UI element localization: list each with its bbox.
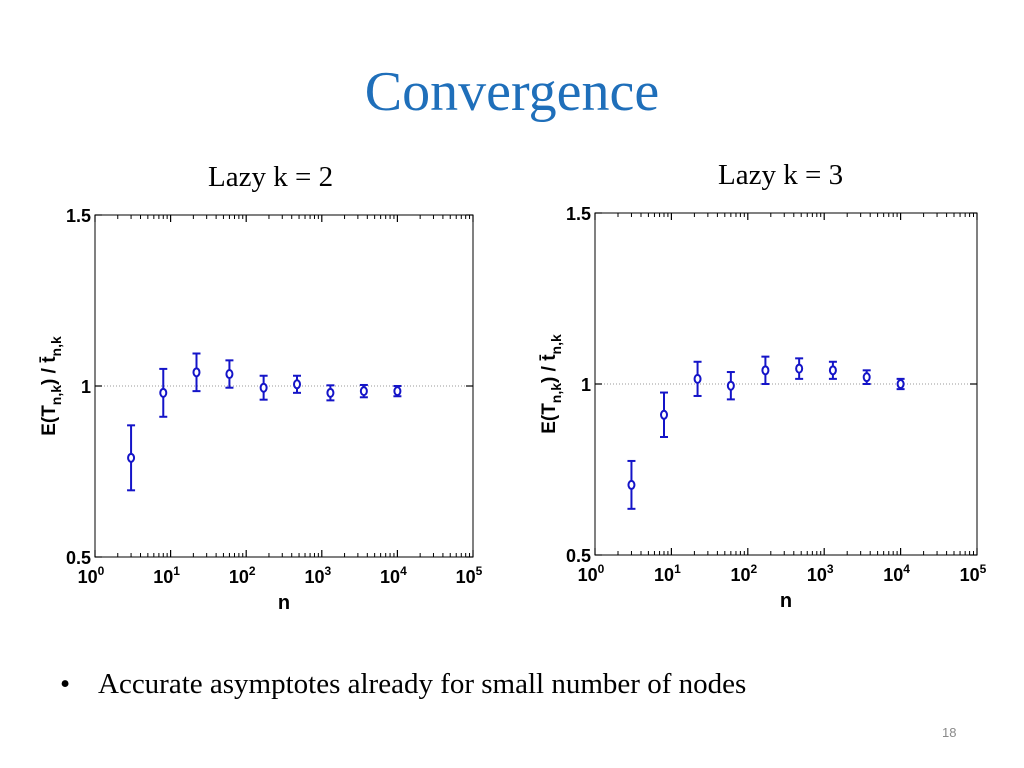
- k3-y-tick-label: 0.5: [566, 546, 591, 566]
- k2-x-axis-label: n: [278, 592, 290, 614]
- k2-data-point: [326, 387, 335, 398]
- k2-x-tick-label: 101: [153, 564, 180, 587]
- k2-data-point: [192, 367, 201, 378]
- k3-x-tick-label: 104: [883, 562, 910, 585]
- k2-data-point: [259, 382, 268, 393]
- k3-data-point: [862, 372, 871, 383]
- k2-y-tick-label: 1.5: [66, 206, 91, 226]
- bullet-item: • Accurate asymptotes already for small n…: [60, 668, 746, 701]
- k3-data-point: [693, 373, 702, 384]
- k2-data-point: [359, 386, 368, 397]
- k3-data-point: [828, 365, 837, 376]
- slide-title: Convergence: [364, 61, 660, 123]
- k2-data-point: [159, 387, 168, 398]
- page-number: 18: [942, 725, 957, 740]
- k2-x-tick-label: 104: [380, 564, 407, 587]
- k3-data-point: [896, 379, 905, 389]
- k2-x-tick-label: 102: [229, 564, 256, 587]
- k3-x-tick-label: 105: [960, 562, 987, 585]
- k3-data-point: [627, 479, 636, 490]
- bullet-icon: •: [60, 668, 71, 700]
- k2-x-tick-label: 103: [304, 564, 331, 587]
- bullet-text: Accurate asymptotes already for small nu…: [98, 668, 747, 700]
- k3-x-axis-label: n: [780, 590, 792, 612]
- chart-title-k3: Lazy k = 3: [718, 159, 844, 191]
- k3-y-tick-label: 1.5: [566, 204, 591, 224]
- k2-data-point: [293, 379, 302, 390]
- k2-data-point: [127, 452, 136, 463]
- k2-x-tick-label: 100: [78, 564, 105, 587]
- k3-x-tick-label: 100: [578, 562, 605, 585]
- k3-x-tick-label: 101: [654, 562, 681, 585]
- k2-data-point: [393, 386, 402, 397]
- k2-y-axis-label: E(Tn,k) / t̄n,k: [39, 336, 64, 436]
- k3-x-tick-label: 103: [807, 562, 834, 585]
- chart-title-k2: Lazy k = 2: [208, 161, 334, 193]
- k3-y-axis-label: E(Tn,k) / t̄n,k: [539, 334, 564, 434]
- k2-y-tick-label: 1: [81, 377, 91, 397]
- k2-data-point: [225, 369, 234, 380]
- k3-data-point: [761, 365, 770, 376]
- k3-data-point: [726, 380, 735, 391]
- k2-y-tick-label: 0.5: [66, 548, 91, 568]
- k3-data-point: [795, 363, 804, 374]
- k3-x-tick-label: 102: [730, 562, 757, 585]
- k3-y-tick-label: 1: [581, 375, 591, 395]
- k2-x-tick-label: 105: [456, 564, 483, 587]
- k3-data-point: [659, 409, 668, 420]
